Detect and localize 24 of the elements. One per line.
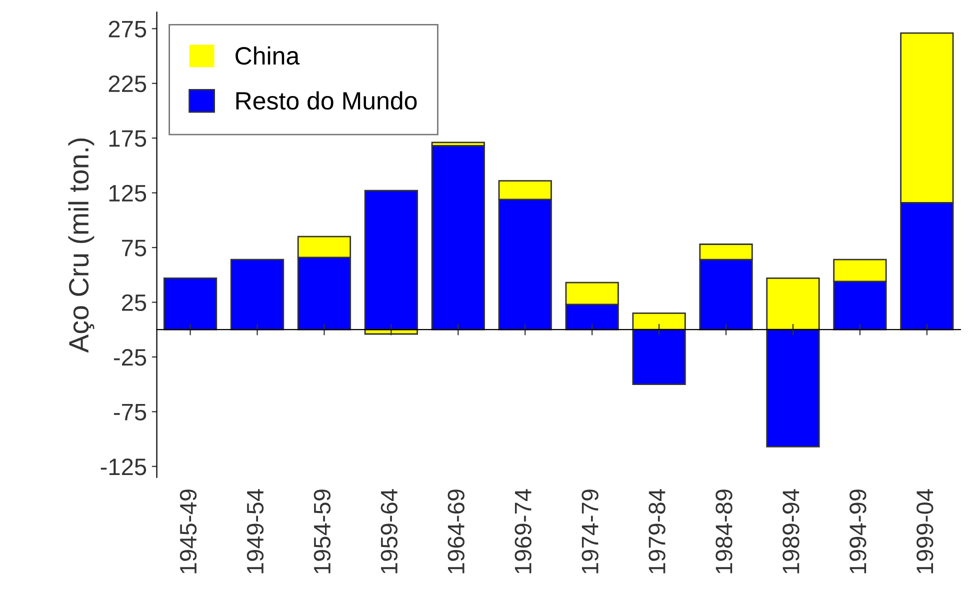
x-tick-label: 1979-84 (648, 489, 666, 574)
y-tick-label: -25 (114, 349, 146, 366)
y-tick-label: 175 (109, 130, 146, 147)
y-axis-title: Aço Cru (mil ton.) (68, 138, 94, 353)
y-tick-label: 25 (122, 294, 146, 312)
x-tick-label: 1945-49 (180, 490, 197, 574)
x-tick-label: 1974-79 (582, 490, 598, 574)
y-tick-label: 225 (108, 75, 146, 92)
x-tick-label: 1969-74 (514, 489, 532, 574)
x-tick-label: 1984-89 (716, 490, 732, 574)
x-tick-label: 1949-54 (246, 489, 264, 574)
x-tick-label: 1999-04 (916, 489, 934, 574)
x-tick-label: 1964-69 (448, 490, 464, 574)
y-tick-label: 75 (122, 240, 146, 256)
y-tick-label: -125 (100, 458, 146, 476)
y-tick-label: 275 (108, 20, 146, 38)
x-tick-label: 1954-59 (314, 490, 331, 574)
y-tick-label: -75 (114, 404, 146, 420)
x-tick-label: 1989-94 (782, 489, 800, 574)
legend-label: China (236, 46, 300, 65)
y-tick-label: 125 (109, 184, 146, 202)
legend-label: Resto do Mundo (236, 91, 417, 110)
x-tick-label: 1994-99 (850, 490, 866, 574)
x-tick-label: 1959-64 (380, 489, 398, 574)
